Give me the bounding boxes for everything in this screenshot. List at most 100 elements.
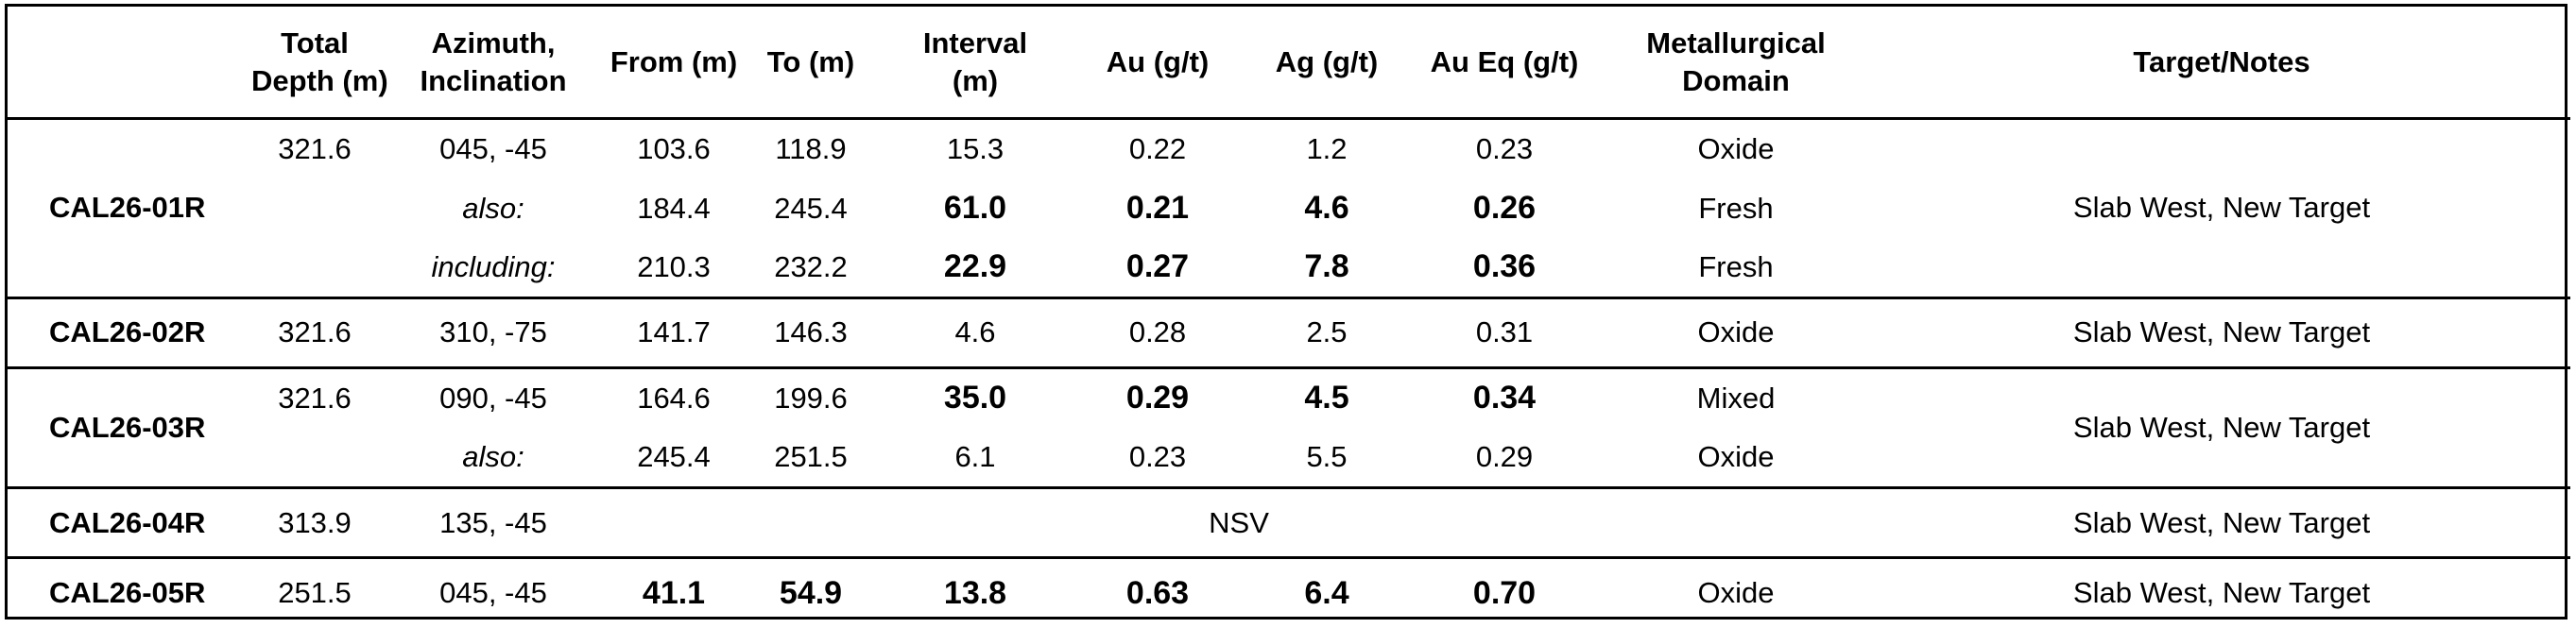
table-row: CAL26-02R 321.6 310, -75 141.7 146.3 4.6 0.28 2…	[8, 296, 2570, 367]
column-header-text: Target/Notes	[2133, 44, 2310, 78]
column-header-text: Inclination	[420, 63, 567, 97]
to-cell: 232.2	[774, 249, 848, 283]
au-equivalent-cell: 0.36	[1472, 248, 1537, 284]
target-notes-cell: Slab West, New Target	[1873, 556, 2570, 628]
azimuth-inclination-cell: 310, -75	[382, 296, 605, 367]
ag-grade-cell: 6.4	[1244, 556, 1410, 628]
target-notes-cell: Slab West, New Target	[1873, 296, 2570, 367]
table-row: also: 184.4 245.4 61.0 0.21 4.6 0.26 Fresh	[8, 179, 2570, 238]
interval-cell: 13.8	[879, 556, 1072, 628]
metallurgical-domain-cell: Fresh	[1698, 249, 1774, 283]
interval-cell: 15.3	[946, 132, 1005, 166]
hole-id-cell: CAL26-01R	[49, 191, 206, 225]
interval-cell: 4.6	[879, 296, 1072, 367]
table-body: CAL26-01R 321.6 045, -45 103.6 118.9 15.3 0.22…	[8, 119, 2570, 628]
to-cell: 54.9	[743, 556, 879, 628]
azimuth-inclination-cell: including:	[431, 249, 556, 283]
metallurgical-domain-cell: Fresh	[1698, 191, 1774, 225]
au-grade-cell: 0.29	[1072, 365, 1244, 428]
azimuth-inclination-cell: also:	[462, 440, 524, 473]
total-depth-cell	[248, 179, 382, 238]
column-header-text: Interval	[922, 25, 1028, 59]
table-row: CAL26-05R 251.5 045, -45 41.1 54.9 13.8 0.63 6.…	[8, 556, 2570, 628]
column-header-text: Ag (g/t)	[1275, 44, 1379, 78]
column-header-domain: Metallurgical Domain	[1599, 7, 1873, 120]
column-header-from: From (m)	[605, 7, 743, 120]
column-header-text: Azimuth,	[431, 25, 556, 59]
au-grade-cell: 0.23	[1128, 440, 1187, 473]
au-equivalent-cell: 0.31	[1410, 296, 1599, 367]
hole-id-cell: CAL26-05R	[8, 556, 248, 628]
au-grade-cell: 0.63	[1072, 556, 1244, 628]
to-cell: 118.9	[775, 132, 847, 166]
table-row: CAL26-04R 313.9 135, -45 NSV Slab West, New …	[8, 486, 2570, 558]
total-depth-cell	[248, 428, 382, 488]
metallurgical-domain-cell: Oxide	[1697, 440, 1775, 473]
interval-cell: 22.9	[943, 248, 1007, 284]
azimuth-inclination-cell: 135, -45	[382, 486, 605, 558]
total-depth-cell	[248, 238, 382, 298]
column-header-hole	[8, 7, 248, 120]
column-header-text: Depth (m)	[251, 63, 388, 97]
column-header-text: To (m)	[766, 44, 855, 78]
hole-id-cell: CAL26-03R	[8, 365, 248, 488]
au-equivalent-cell: 0.26	[1472, 190, 1537, 226]
hole-id-cell: CAL26-02R	[8, 296, 248, 367]
column-header-notes: Target/Notes	[1873, 7, 2570, 120]
total-depth-cell: 321.6	[248, 365, 382, 428]
table-row: CAL26-01R 321.6 045, -45 103.6 118.9 15.3 0.22…	[8, 119, 2570, 224]
total-depth-cell: 321.6	[248, 296, 382, 367]
from-cell: 210.3	[637, 249, 711, 283]
total-depth-cell: 251.5	[248, 556, 382, 628]
ag-grade-cell: 4.6	[1304, 190, 1349, 226]
total-depth-cell: 321.6	[278, 132, 352, 166]
interval-cell: 35.0	[879, 365, 1072, 428]
column-header-text: From (m)	[610, 44, 738, 78]
ag-grade-cell: 7.8	[1304, 248, 1349, 284]
table-row: CAL26-03R 321.6 090, -45 164.6 199.6 35.0 0.29…	[8, 365, 2570, 488]
au-equivalent-cell: 0.29	[1475, 440, 1534, 473]
column-header-text: Domain	[1682, 63, 1790, 97]
metallurgical-domain-cell: Mixed	[1599, 365, 1873, 428]
ag-grade-cell: 2.5	[1244, 296, 1410, 367]
column-header-azimuth: Azimuth, Inclination	[382, 7, 605, 120]
column-header-ag: Ag (g/t)	[1244, 7, 1410, 120]
table-row: also: 245.4 251.5 6.1 0.23 5.5 0.29 Oxide	[8, 428, 2570, 488]
ag-grade-cell: 4.5	[1244, 365, 1410, 428]
from-cell: 245.4	[637, 440, 711, 473]
au-grade-cell: 0.22	[1128, 132, 1187, 166]
column-header-text: Au (g/t)	[1106, 44, 1210, 78]
table-row: including: 210.3 232.2 22.9 0.27 7.8 0.36 Fresh	[8, 238, 2570, 298]
metallurgical-domain-cell: Oxide	[1697, 132, 1775, 166]
ag-grade-cell: 1.2	[1306, 132, 1348, 166]
au-equivalent-cell: 0.23	[1475, 132, 1534, 166]
from-cell: 164.6	[605, 365, 743, 428]
target-notes-cell: Slab West, New Target	[2072, 191, 2371, 225]
column-header-text: Metallurgical	[1646, 25, 1826, 59]
no-significant-values-cell: NSV	[605, 486, 1873, 558]
assay-results-table: Total Depth (m) Azimuth, Inclination From (m…	[8, 7, 2570, 628]
target-notes-cell: Slab West, New Target	[1873, 365, 2570, 488]
column-header-to: To (m)	[743, 7, 879, 120]
to-cell: 199.6	[743, 365, 879, 428]
column-header-depth: Total Depth (m)	[248, 7, 388, 120]
au-grade-cell: 0.27	[1125, 248, 1190, 284]
hole-id-cell: CAL26-04R	[8, 486, 248, 558]
from-cell: 184.4	[637, 191, 711, 225]
metallurgical-domain-cell: Oxide	[1599, 556, 1873, 628]
metallurgical-domain-cell: Oxide	[1599, 296, 1873, 367]
column-header-text: Au Eq (g/t)	[1430, 44, 1579, 78]
azimuth-inclination-cell: 045, -45	[382, 556, 605, 628]
interval-cell: 6.1	[954, 440, 996, 473]
au-grade-cell: 0.21	[1125, 190, 1190, 226]
azimuth-inclination-cell: also:	[462, 191, 524, 225]
column-header-aueq: Au Eq (g/t)	[1410, 7, 1599, 120]
column-header-text: (m)	[952, 63, 999, 97]
from-cell: 141.7	[605, 296, 743, 367]
total-depth-cell: 313.9	[248, 486, 382, 558]
azimuth-inclination-cell: 045, -45	[439, 132, 547, 166]
to-cell: 146.3	[743, 296, 879, 367]
target-notes-cell: Slab West, New Target	[1873, 486, 2570, 558]
column-header-interval: Interval (m)	[879, 7, 1072, 120]
to-cell: 251.5	[774, 440, 848, 473]
